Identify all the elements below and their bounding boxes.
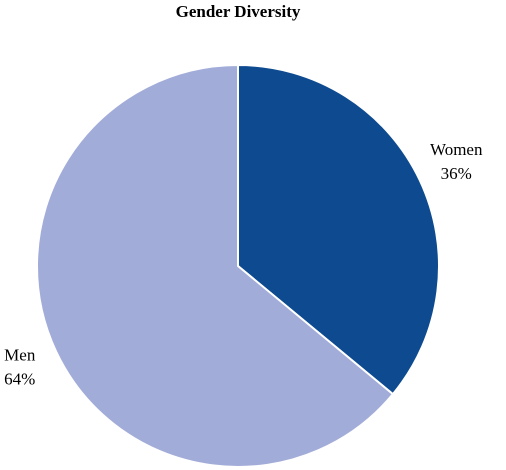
chart-title: Gender Diversity	[176, 2, 301, 21]
pie-slice	[36, 63, 395, 468]
slice-value-label: 36%	[441, 164, 472, 183]
pie-slice	[237, 63, 440, 396]
slice-label: Men	[4, 346, 36, 365]
slice-label: Women	[430, 140, 483, 159]
slice-value-label: 64%	[4, 370, 35, 389]
